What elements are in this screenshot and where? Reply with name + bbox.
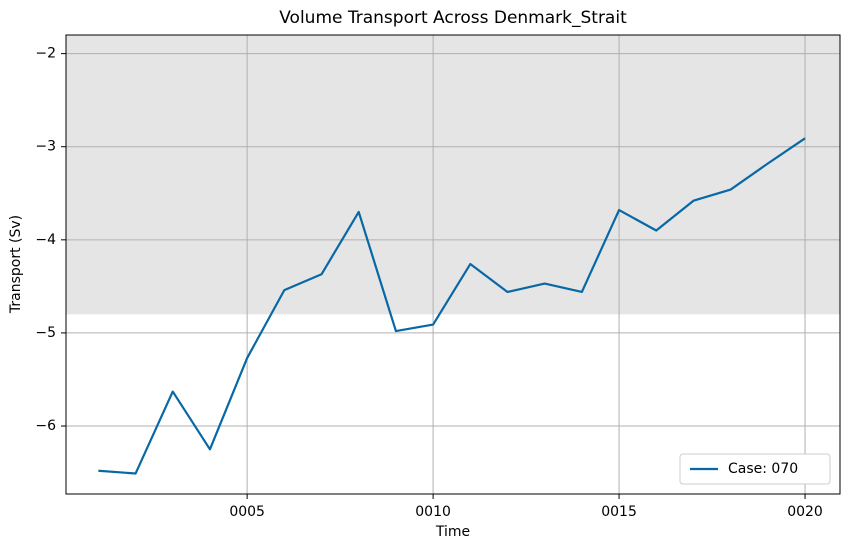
legend-box	[679, 453, 831, 485]
x-tick-label: 0010	[415, 504, 451, 520]
chart-title: Volume Transport Across Denmark_Strait	[279, 8, 627, 28]
y-tick-label: −2	[35, 46, 56, 62]
y-tick-label: −6	[35, 418, 56, 434]
y-tick-label: −3	[35, 139, 56, 155]
x-tick-label: 0015	[601, 504, 637, 520]
legend-label: Case: 070	[728, 461, 798, 477]
y-tick-label: −4	[35, 232, 56, 248]
plot-frame	[65, 34, 841, 495]
y-axis-label: Transport (Sv)	[8, 215, 24, 314]
x-axis-label: Time	[435, 524, 470, 540]
shaded-band	[66, 35, 840, 315]
x-tick-label: 0020	[787, 504, 823, 520]
data-line	[98, 137, 806, 475]
y-tick-label: −5	[35, 325, 56, 341]
x-tick-label: 0005	[229, 504, 265, 520]
